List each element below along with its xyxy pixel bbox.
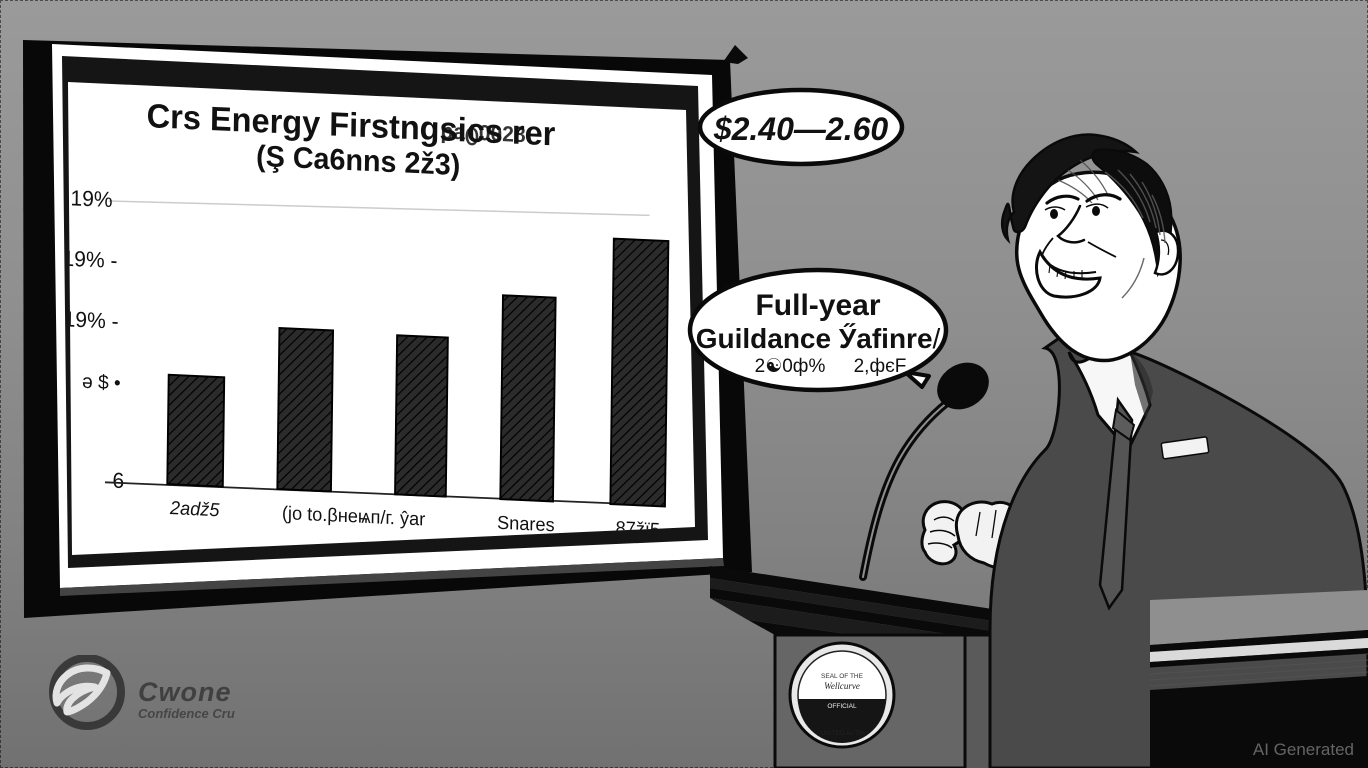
svg-text:UNITED AUTH: UNITED AUTH	[820, 730, 864, 737]
svg-text:Snares: Snares	[497, 511, 555, 535]
svg-text:Cwone: Cwone	[138, 677, 232, 707]
svg-text:Full-year: Full-year	[755, 289, 880, 322]
svg-text:Confidence Cru: Confidence Cru	[138, 706, 235, 721]
svg-text:Wellcurve: Wellcurve	[824, 681, 860, 691]
svg-text:OFFICIAL: OFFICIAL	[827, 703, 857, 710]
svg-text:ə $ •: ə $ •	[82, 370, 121, 394]
svg-text:paტ0028: paტ0028	[440, 119, 526, 148]
svg-text:19%: 19%	[70, 186, 112, 212]
svg-text:$2.40―2.60: $2.40―2.60	[713, 111, 889, 147]
svg-text:19% -: 19% -	[62, 246, 117, 273]
svg-text:2adž5: 2adž5	[169, 497, 220, 521]
svg-text:SEAL OF THE: SEAL OF THE	[821, 673, 864, 680]
svg-text:6: 6	[112, 468, 124, 493]
svg-text:19% -: 19% -	[64, 307, 119, 334]
